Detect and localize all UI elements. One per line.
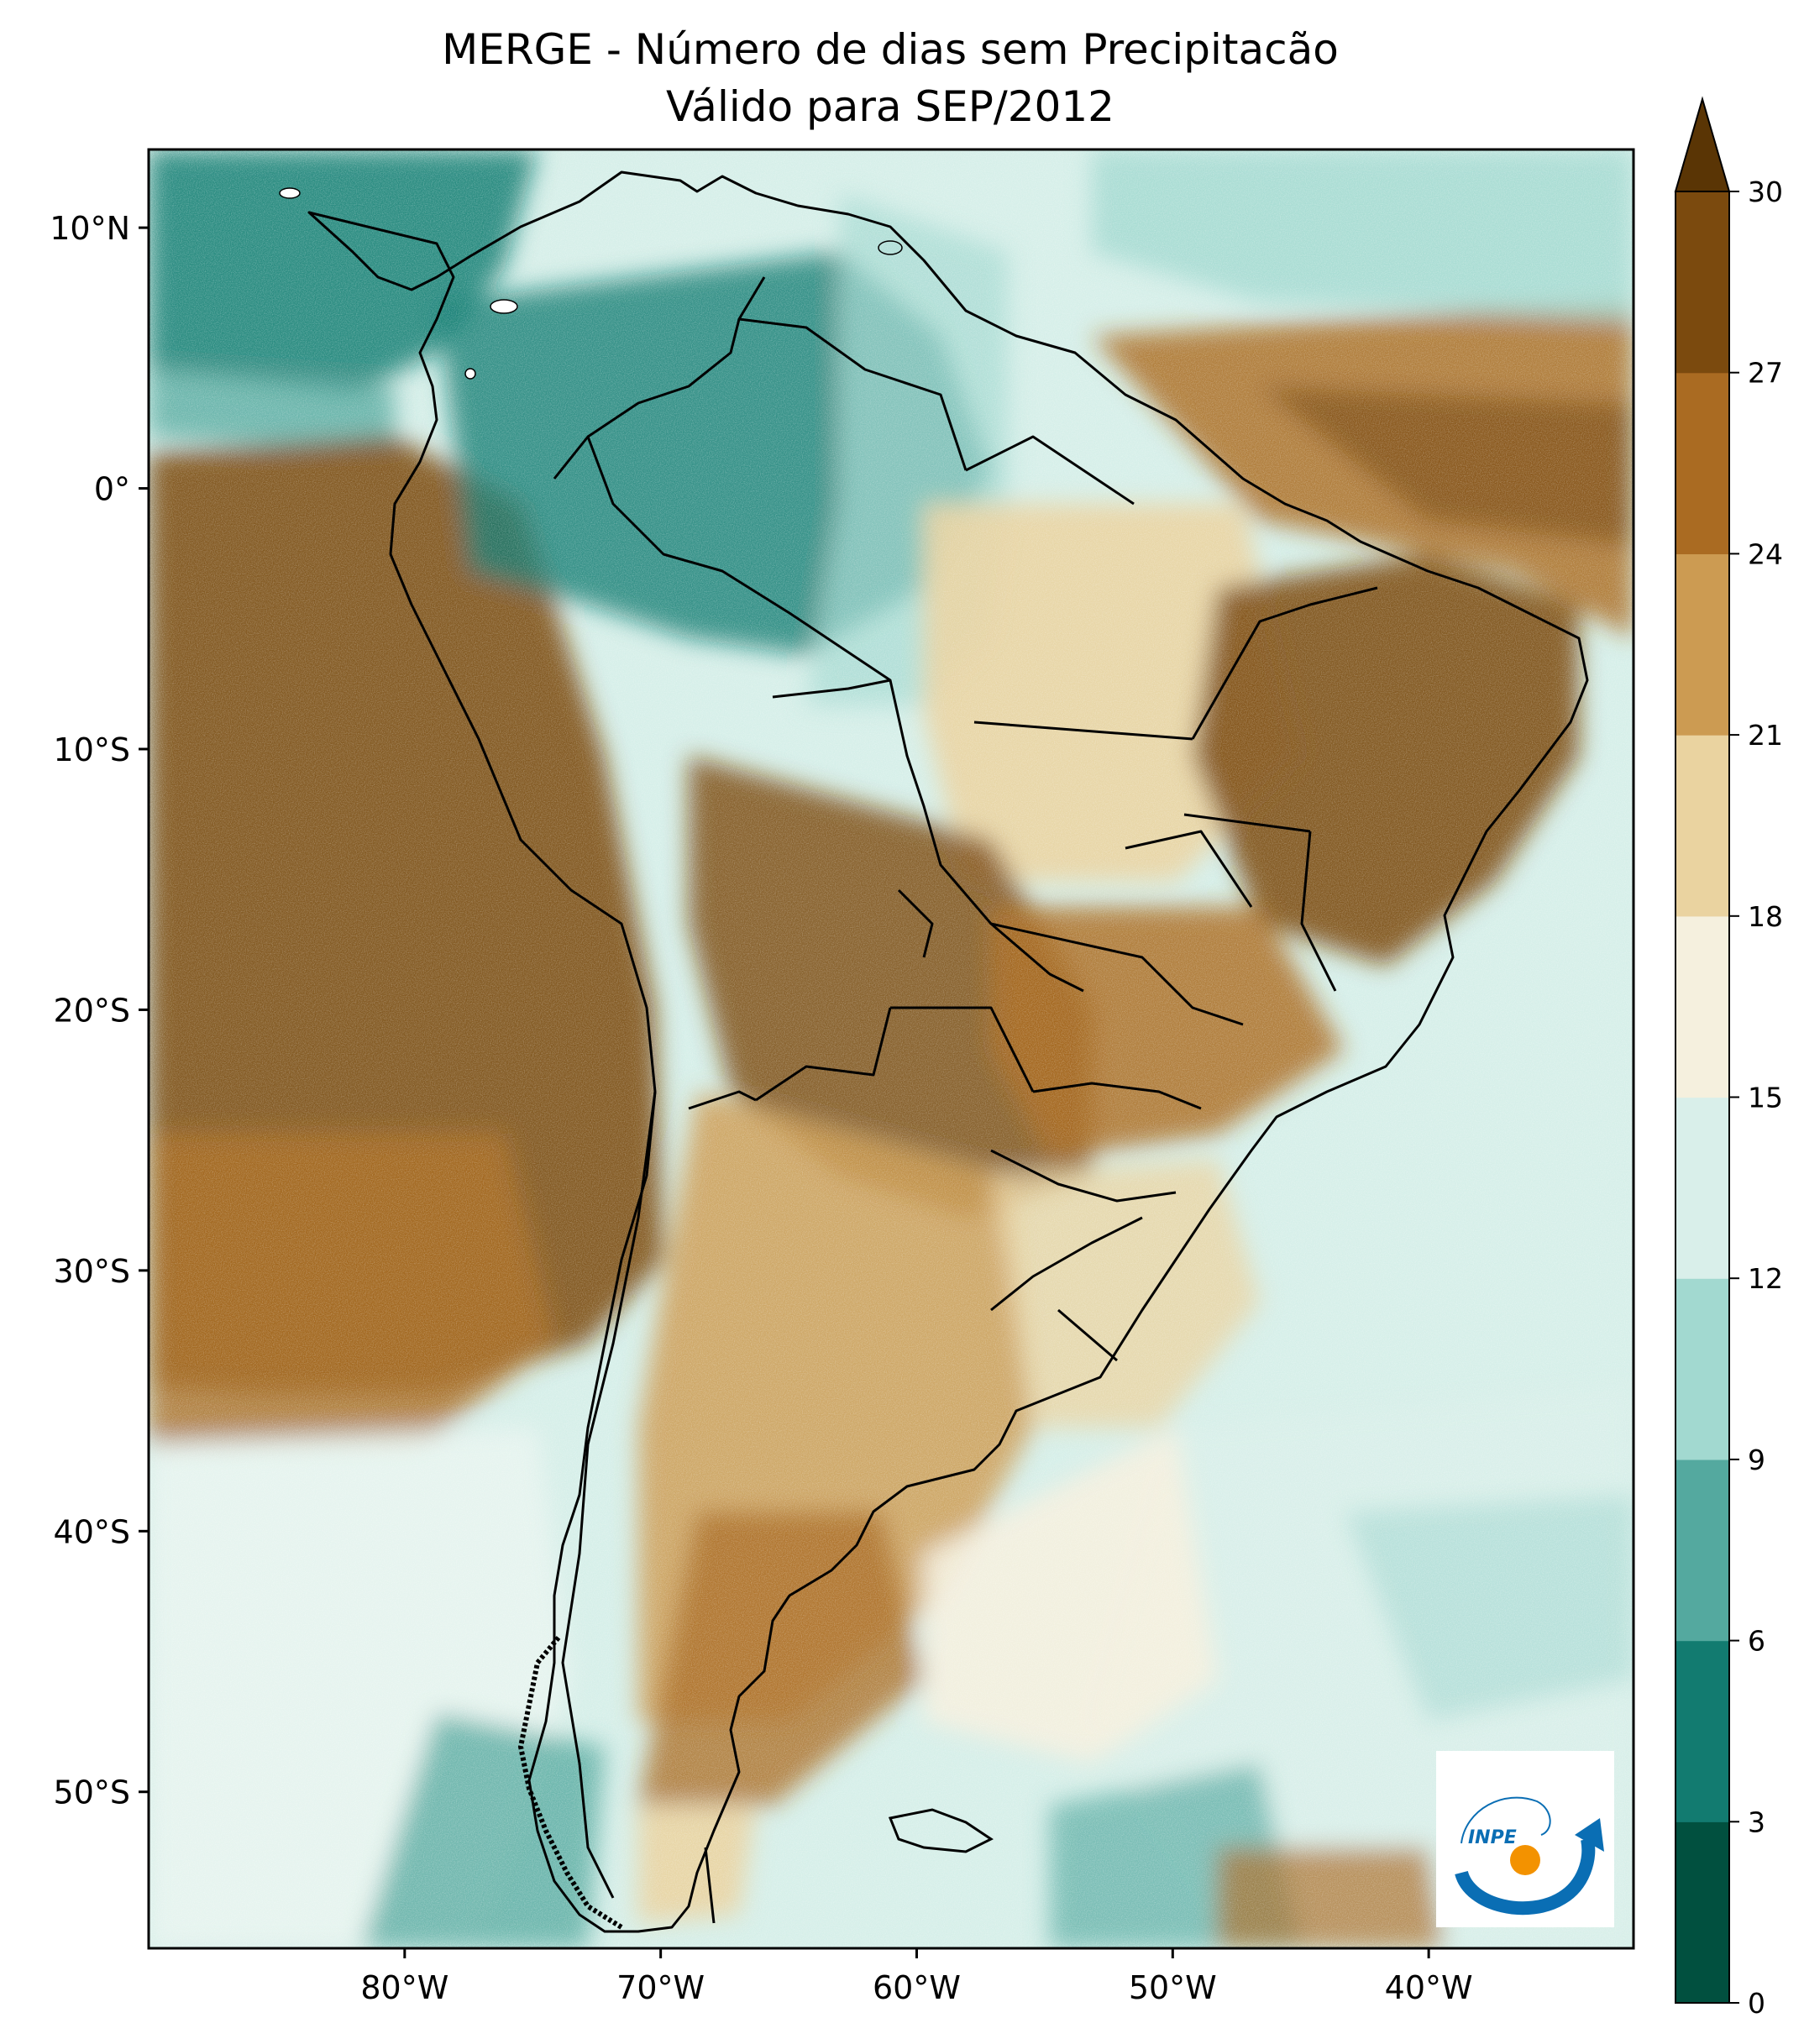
- colorbar-tick-label: 3: [1748, 1806, 1765, 1838]
- colorbar-tick-label: 6: [1748, 1625, 1765, 1658]
- colorbar-tick-label: 24: [1748, 537, 1783, 570]
- precipitation-field: [149, 149, 1634, 1948]
- lat-tick-label: 30°S: [54, 1253, 130, 1290]
- lon-tick-label: 50°W: [1129, 1969, 1217, 2006]
- orbit-icon: [1461, 1796, 1551, 1844]
- colorbar-segment: [1676, 1821, 1729, 2004]
- lat-tick-label: 0°: [94, 471, 130, 508]
- colorbar-segment: [1676, 1278, 1729, 1460]
- colorbar-tick-label: 0: [1748, 1987, 1765, 2020]
- colorbar-segment: [1676, 372, 1729, 554]
- colorbar-extend-arrow: [1674, 96, 1731, 192]
- arrow-icon: [1575, 1818, 1604, 1852]
- lat-tick-label: 20°S: [54, 992, 130, 1029]
- chile-fjord-coast: [517, 1636, 623, 1930]
- logo-dot-icon: [1510, 1845, 1540, 1875]
- swoosh-icon: [1455, 1837, 1596, 1916]
- lat-tick-label: 10°N: [50, 210, 130, 247]
- lon-tick-label: 60°W: [873, 1969, 961, 2006]
- longitude-ticks: 80°W 70°W 60°W 50°W 40°W: [360, 1948, 1473, 2006]
- colorbar-tick-label: 21: [1748, 719, 1783, 752]
- colorbar-tick-label: 9: [1748, 1444, 1765, 1476]
- colorbar-tick-label: 18: [1748, 900, 1783, 933]
- colorbar-tick-label: 12: [1748, 1262, 1783, 1295]
- map-subtitle: Válido para SEP/2012: [665, 82, 1114, 131]
- colorbar: 0 3 6 9 12 15 18 21 24 27 30: [1674, 96, 1783, 2020]
- lon-tick-label: 80°W: [360, 1969, 448, 2006]
- inpe-logo: INPE: [1436, 1751, 1614, 1927]
- latitude-ticks: 10°N 0° 10°S 20°S 30°S 40°S 50°S: [50, 210, 149, 1811]
- lat-tick-label: 50°S: [54, 1774, 130, 1811]
- logo-text: INPE: [1468, 1827, 1517, 1848]
- colorbar-tick-label: 15: [1748, 1082, 1783, 1114]
- country-borders: [307, 170, 1589, 1933]
- lon-tick-label: 70°W: [616, 1969, 705, 2006]
- colorbar-segment: [1676, 191, 1729, 374]
- map-title: MERGE - Número de dias sem Precipitacão: [442, 25, 1339, 74]
- colorbar-tick-label: 30: [1748, 176, 1783, 208]
- colorbar-segment: [1676, 553, 1729, 736]
- lat-tick-label: 40°S: [54, 1513, 130, 1550]
- colorbar-segment: [1676, 1640, 1729, 1822]
- caribbean-islands: [279, 187, 903, 380]
- map-frame: [147, 148, 1635, 1950]
- colorbar-segment: [1676, 1459, 1729, 1642]
- colorbar-tick-label: 27: [1748, 357, 1783, 390]
- south-america-coastline: [307, 170, 1589, 1933]
- lat-tick-label: 10°S: [54, 731, 130, 768]
- lon-tick-label: 40°W: [1385, 1969, 1473, 2006]
- colorbar-segment: [1676, 735, 1729, 917]
- falkland-islands: [888, 1808, 994, 1853]
- colorbar-segment: [1676, 1097, 1729, 1279]
- colorbar-segment: [1676, 915, 1729, 1098]
